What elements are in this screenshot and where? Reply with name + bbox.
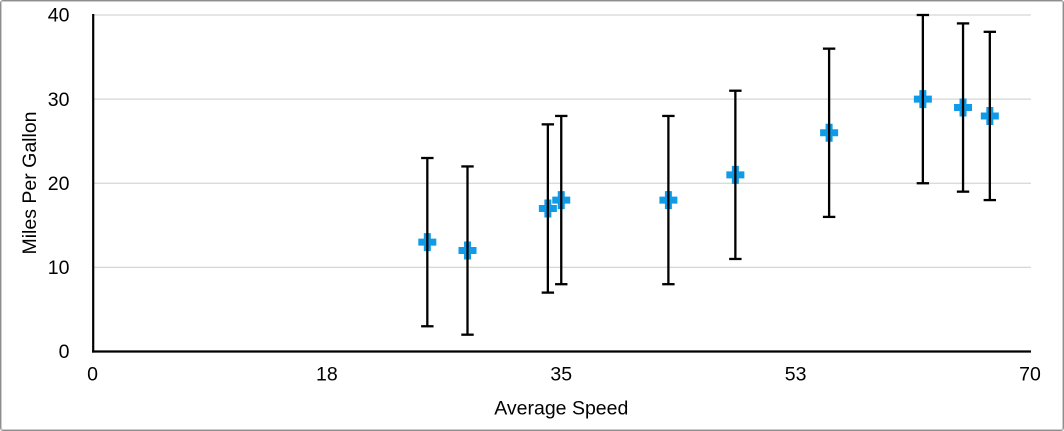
svg-text:53: 53 [785,363,807,385]
svg-text:70: 70 [1019,363,1041,385]
svg-text:20: 20 [48,173,70,195]
svg-text:10: 10 [48,257,70,279]
svg-text:35: 35 [550,363,572,385]
svg-text:18: 18 [316,363,338,385]
svg-text:40: 40 [48,5,70,27]
svg-text:Miles Per Gallon: Miles Per Gallon [19,111,41,254]
svg-text:0: 0 [59,341,70,363]
svg-text:0: 0 [87,363,98,385]
svg-text:Average Speed: Average Speed [494,397,628,419]
svg-text:30: 30 [48,89,70,111]
